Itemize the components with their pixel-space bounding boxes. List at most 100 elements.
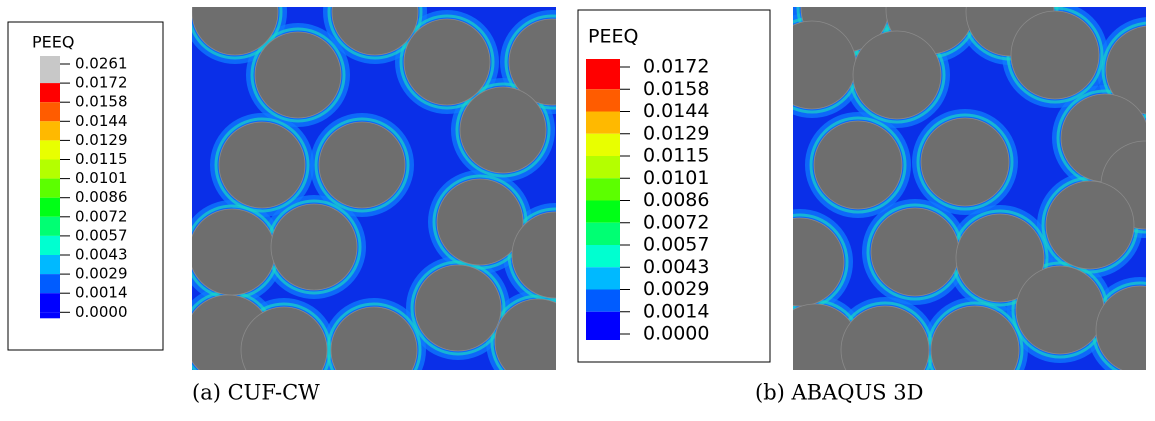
fiber	[331, 7, 419, 56]
legend-label: 0.0000	[75, 303, 128, 321]
fiber	[414, 264, 502, 352]
strain-ring	[250, 27, 346, 123]
legend-label: 0.0014	[75, 284, 128, 302]
fiber	[403, 18, 491, 106]
legend-swatch	[40, 274, 60, 294]
strain-ring	[490, 294, 556, 370]
fiber	[330, 306, 418, 370]
legend-label: 0.0101	[75, 169, 128, 187]
strain-ring	[410, 260, 506, 356]
legend-title: PEEQ	[588, 26, 638, 48]
caption: (b) ABAQUS 3D	[755, 381, 923, 405]
fiber	[254, 31, 342, 119]
strain-ring	[1101, 21, 1146, 119]
fiber	[192, 208, 276, 296]
legend-label: 0.0172	[75, 74, 128, 92]
fiber	[1015, 265, 1105, 355]
fiber	[192, 7, 279, 56]
strain-ring	[214, 117, 310, 213]
strain-ring	[326, 302, 422, 370]
legend-swatch	[586, 200, 620, 223]
strain-ring	[399, 14, 495, 110]
strain-ring	[507, 207, 556, 303]
legend-swatch	[40, 235, 60, 255]
legend-label: 0.0129	[643, 122, 709, 144]
legend-label: 0.0057	[75, 226, 128, 244]
legend-label: 0.0029	[643, 278, 709, 300]
fiber	[240, 306, 328, 370]
legend-swatch	[40, 121, 60, 141]
legend-bar-bottom	[586, 334, 620, 340]
fiber	[920, 117, 1010, 207]
fiber	[955, 213, 1045, 303]
fiber	[870, 207, 960, 297]
legend-label: 0.0158	[75, 93, 128, 111]
legend-label: 0.0144	[75, 112, 128, 130]
caption: (a) CUF-CW	[192, 381, 320, 405]
legend-label: 0.0072	[643, 211, 709, 233]
legend-label: 0.0000	[643, 323, 709, 345]
strain-ring	[192, 7, 283, 60]
legend-swatch	[40, 293, 60, 313]
fiber	[459, 86, 547, 174]
fiber	[494, 298, 556, 370]
fiber	[793, 217, 845, 307]
legend-label: 0.0057	[643, 234, 709, 256]
legend-swatch	[586, 222, 620, 245]
fiber	[930, 305, 1020, 370]
legend-swatch	[586, 59, 620, 90]
legend-swatch	[586, 156, 620, 179]
strain-ring	[455, 82, 551, 178]
fiber	[1045, 180, 1135, 270]
legend-swatch	[586, 289, 620, 312]
legend-label: 0.0072	[75, 207, 128, 225]
strain-ring	[504, 14, 556, 110]
legend-label: 0.0158	[643, 78, 709, 100]
fiber	[218, 121, 306, 209]
legend-label: 0.0144	[643, 100, 709, 122]
fiber	[508, 18, 556, 106]
legend-swatch	[586, 111, 620, 134]
contour-plot	[192, 7, 556, 370]
legend-label: 0.0101	[643, 167, 709, 189]
strain-ring	[809, 116, 907, 214]
legend-label: 0.0172	[643, 56, 709, 78]
legend-swatch	[40, 102, 60, 122]
legend-swatch	[586, 245, 620, 268]
legend-swatch	[586, 178, 620, 201]
legend-swatch	[40, 255, 60, 275]
legend-swatch	[40, 178, 60, 198]
strain-ring	[327, 7, 423, 60]
legend-label: 0.0086	[643, 189, 709, 211]
legend-swatch	[40, 197, 60, 217]
strain-ring	[916, 113, 1014, 211]
fiber	[270, 203, 358, 291]
contour-plot	[793, 7, 1146, 370]
legend-label: 0.0029	[75, 265, 128, 283]
legend-swatch	[40, 159, 60, 179]
legend-bar-bottom	[40, 312, 60, 319]
legend-label: 0.0043	[75, 246, 128, 264]
fiber	[436, 178, 524, 266]
fiber	[1010, 10, 1100, 100]
legend-swatch	[40, 140, 60, 160]
legend-title: PEEQ	[32, 33, 74, 52]
legend-label: 0.0129	[75, 131, 128, 149]
fiber	[511, 211, 556, 299]
legend-label: 0.0261	[75, 55, 128, 73]
fiber	[793, 20, 857, 110]
legend-box	[7, 21, 164, 351]
legend-label: 0.0043	[643, 256, 709, 278]
legend-swatch	[40, 216, 60, 236]
legend-swatch	[586, 267, 620, 290]
legend-swatch	[586, 133, 620, 156]
legend-label: 0.0014	[643, 300, 709, 322]
fiber	[852, 30, 942, 120]
legend-swatch	[586, 89, 620, 112]
strain-ring	[314, 117, 410, 213]
legend-label: 0.0115	[75, 150, 128, 168]
fiber	[813, 120, 903, 210]
legend-swatch	[40, 83, 60, 103]
fiber	[318, 121, 406, 209]
